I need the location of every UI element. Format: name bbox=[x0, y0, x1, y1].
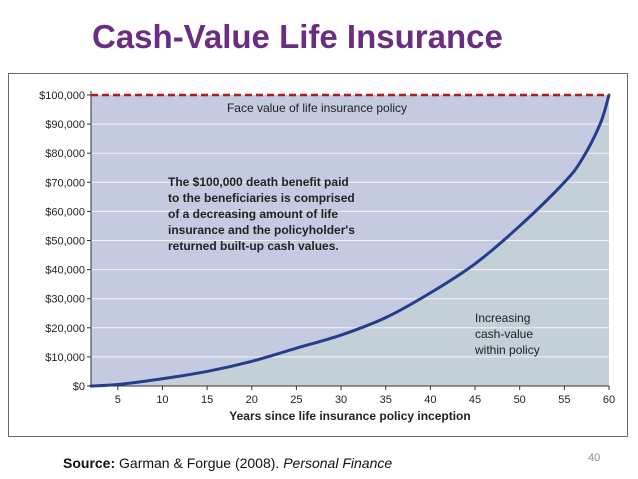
y-tick-label-7: $70,000 bbox=[45, 177, 85, 189]
death-benefit-line-4: returned built-up cash values. bbox=[168, 239, 339, 253]
x-axis-label: Years since life insurance policy incept… bbox=[229, 409, 470, 423]
x-tick-label-6: 35 bbox=[380, 394, 392, 406]
slide-title: Cash-Value Life Insurance bbox=[92, 18, 503, 55]
y-tick-label-4: $40,000 bbox=[45, 265, 85, 277]
x-tick-label-8: 45 bbox=[469, 394, 481, 406]
y-tick-label-1: $10,000 bbox=[45, 352, 85, 364]
y-tick-label-5: $50,000 bbox=[45, 236, 85, 248]
death-benefit-line-1: to the beneficiaries is comprised bbox=[168, 191, 355, 205]
y-tick-label-8: $80,000 bbox=[45, 148, 85, 160]
face-value-label: Face value of life insurance policy bbox=[227, 101, 407, 115]
x-tick-label-5: 30 bbox=[335, 394, 347, 406]
x-tick-label-0: 5 bbox=[115, 394, 121, 406]
cash-value-chart: $0 $10,000 $20,000 $30,000 $40,000 $50,000 $60… bbox=[39, 90, 615, 423]
y-tick-label-10: $100,000 bbox=[39, 90, 85, 102]
page-number: 40 bbox=[588, 452, 601, 464]
x-tick-label-10: 55 bbox=[558, 394, 570, 406]
x-tick-label-1: 10 bbox=[156, 394, 168, 406]
x-tick-label-11: 60 bbox=[603, 394, 615, 406]
death-benefit-line-2: of a decreasing amount of life bbox=[168, 207, 338, 221]
x-tick-label-7: 40 bbox=[424, 394, 436, 406]
x-tick-label-9: 50 bbox=[514, 394, 526, 406]
cash-value-curve bbox=[89, 93, 611, 388]
y-tick-label-3: $30,000 bbox=[45, 294, 85, 306]
death-benefit-line-3: insurance and the policyholder's bbox=[168, 223, 355, 237]
x-tick-label-4: 25 bbox=[290, 394, 302, 406]
cash-value-line-0: Increasing bbox=[475, 311, 530, 325]
y-tick-label-0: $0 bbox=[73, 381, 85, 393]
cash-value-area bbox=[91, 95, 609, 386]
source-label: Source: bbox=[63, 455, 116, 471]
death-benefit-line-0: The $100,000 death benefit paid bbox=[168, 175, 349, 189]
y-tick-label-6: $60,000 bbox=[45, 206, 85, 218]
cash-value-line-1: cash-value bbox=[475, 327, 533, 341]
y-tick-label-2: $20,000 bbox=[45, 323, 85, 335]
chart-frame: $0 $10,000 $20,000 $30,000 $40,000 $50,000 $60… bbox=[8, 73, 628, 437]
cash-value-line-2: within policy bbox=[474, 343, 540, 357]
source-book: Personal Finance bbox=[283, 455, 393, 471]
source-citation: Source: Garman & Forgue (2008). Personal… bbox=[63, 455, 392, 471]
y-tick-label-9: $90,000 bbox=[45, 119, 85, 131]
x-tick-label-3: 20 bbox=[246, 394, 258, 406]
x-tick-label-2: 15 bbox=[201, 394, 213, 406]
source-text: Garman & Forgue (2008). bbox=[115, 455, 284, 471]
